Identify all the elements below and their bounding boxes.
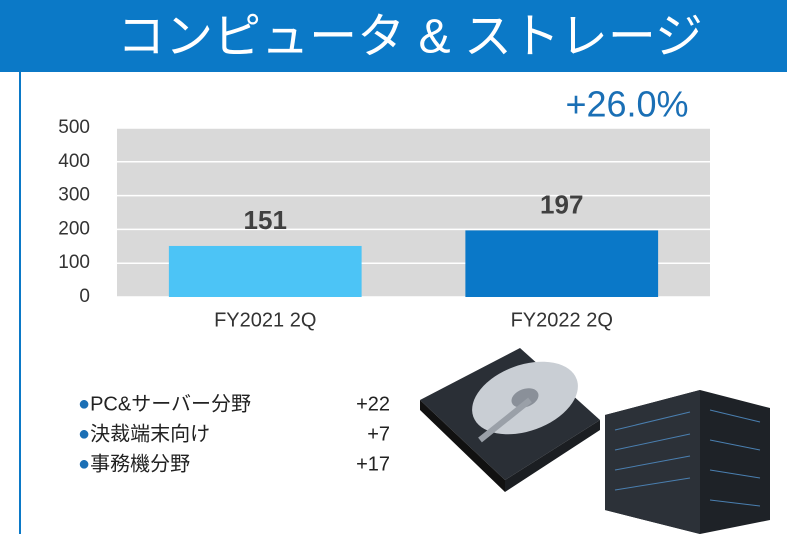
data-label: 151 xyxy=(244,205,287,235)
breakdown-label: ●決裁端末向け xyxy=(78,422,210,445)
data-label: 197 xyxy=(540,189,583,219)
bar xyxy=(168,245,362,297)
chart-title: コンピュータ & ストレージ xyxy=(117,11,703,64)
y-tick-label: 0 xyxy=(79,286,90,307)
x-tick-label: FY2021 2Q xyxy=(214,309,316,331)
breakdown-label: ●PC&サーバー分野 xyxy=(78,392,251,415)
breakdown-value: +7 xyxy=(367,423,390,445)
y-tick-label: 200 xyxy=(58,218,90,239)
breakdown-value: +17 xyxy=(356,453,390,475)
bar xyxy=(465,230,659,297)
left-rule xyxy=(19,72,21,534)
server-image xyxy=(605,390,770,534)
growth-annotation: +26.0% xyxy=(565,84,688,125)
hdd-image xyxy=(420,348,600,492)
y-tick-label: 300 xyxy=(58,185,90,206)
y-tick-label: 400 xyxy=(58,151,90,172)
x-tick-label: FY2022 2Q xyxy=(511,309,613,331)
breakdown-label: ●事務機分野 xyxy=(78,452,190,475)
y-tick-label: 500 xyxy=(58,117,90,138)
y-tick-label: 100 xyxy=(58,252,90,273)
header-band xyxy=(0,0,787,72)
breakdown-value: +22 xyxy=(356,393,390,415)
